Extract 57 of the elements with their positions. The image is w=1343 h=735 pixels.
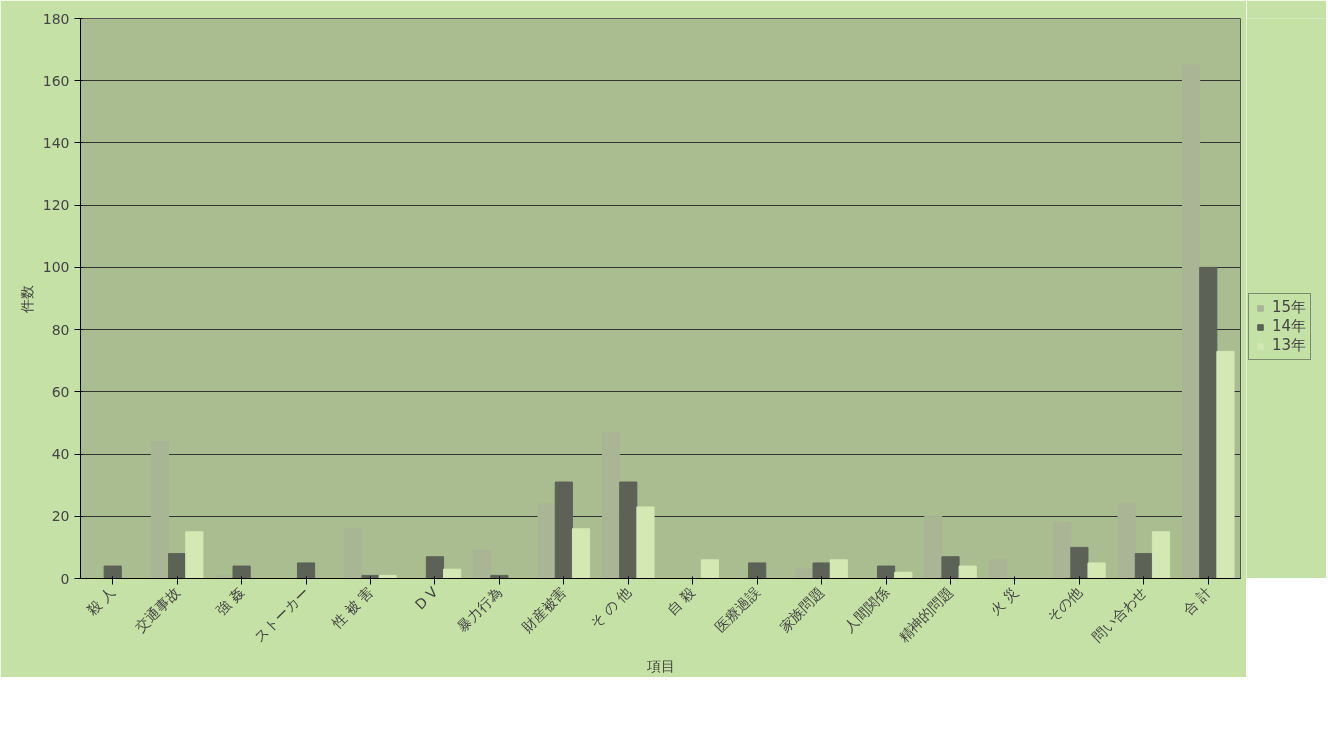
x-tick-label: そ の 他 (586, 583, 634, 632)
bar (103, 565, 122, 579)
bar (636, 506, 655, 579)
x-tick-label: 殺 人 (84, 583, 119, 619)
x-tick-label: 医療過誤 (711, 583, 763, 635)
y-tick-label: 100 (42, 259, 70, 276)
y-axis-title: 件数 (18, 284, 35, 313)
x-tick-label: 合 計 (1179, 583, 1214, 619)
bar (185, 531, 204, 579)
legend-label: 14年 (1272, 317, 1307, 336)
y-tick-label: 120 (42, 197, 70, 214)
x-axis-title: 項目 (645, 658, 675, 675)
x-tick-label: ストーカー (250, 583, 312, 645)
bar (700, 559, 719, 579)
bar (619, 481, 638, 579)
bar (1216, 350, 1235, 579)
bar (425, 556, 445, 579)
y-tick-label: 140 (42, 134, 70, 151)
bar (554, 481, 573, 579)
bar (748, 562, 767, 579)
y-tick-label: 160 (42, 72, 70, 89)
y-tick-label: 0 (60, 570, 70, 587)
x-tick-label: 問い合わせ (1088, 583, 1150, 645)
x-tick-label: 暴力行為 (454, 583, 506, 635)
bar (1151, 531, 1171, 579)
x-tick-label: 火 災 (986, 583, 1021, 619)
x-tick-label: 精神的問題 (895, 583, 957, 645)
bar (812, 562, 831, 579)
legend-label: 13年 (1272, 336, 1307, 355)
y-tick-label: 40 (51, 446, 70, 463)
y-tick-label: 60 (51, 383, 70, 400)
bar (571, 528, 591, 579)
x-tick-label: 家族問題 (776, 583, 828, 635)
bar (958, 565, 977, 579)
x-tick-label: D V (411, 583, 441, 613)
bar (941, 556, 960, 579)
bar (168, 553, 187, 579)
x-tick-label: 性 被 害 (328, 583, 377, 632)
bar (1087, 562, 1106, 579)
x-tick-label: 強 姦 (213, 583, 248, 619)
x-tick-label: 財産被害 (518, 583, 570, 635)
bar (296, 562, 316, 579)
y-tick-label: 20 (51, 508, 70, 525)
bar (1134, 553, 1153, 579)
bar (876, 565, 896, 579)
bar (1070, 546, 1089, 579)
x-tick-label: 交通事故 (131, 583, 183, 635)
bar (232, 565, 251, 579)
bar (829, 559, 848, 579)
legend-label: 15年 (1272, 298, 1307, 317)
x-tick-label: その他 (1044, 583, 1086, 625)
y-tick-label: 180 (42, 10, 70, 27)
x-tick-label: 人間関係 (840, 583, 892, 635)
bar (443, 568, 462, 579)
y-tick-label: 80 (51, 321, 70, 338)
x-tick-label: 自 殺 (664, 583, 699, 619)
bar (1199, 266, 1218, 579)
